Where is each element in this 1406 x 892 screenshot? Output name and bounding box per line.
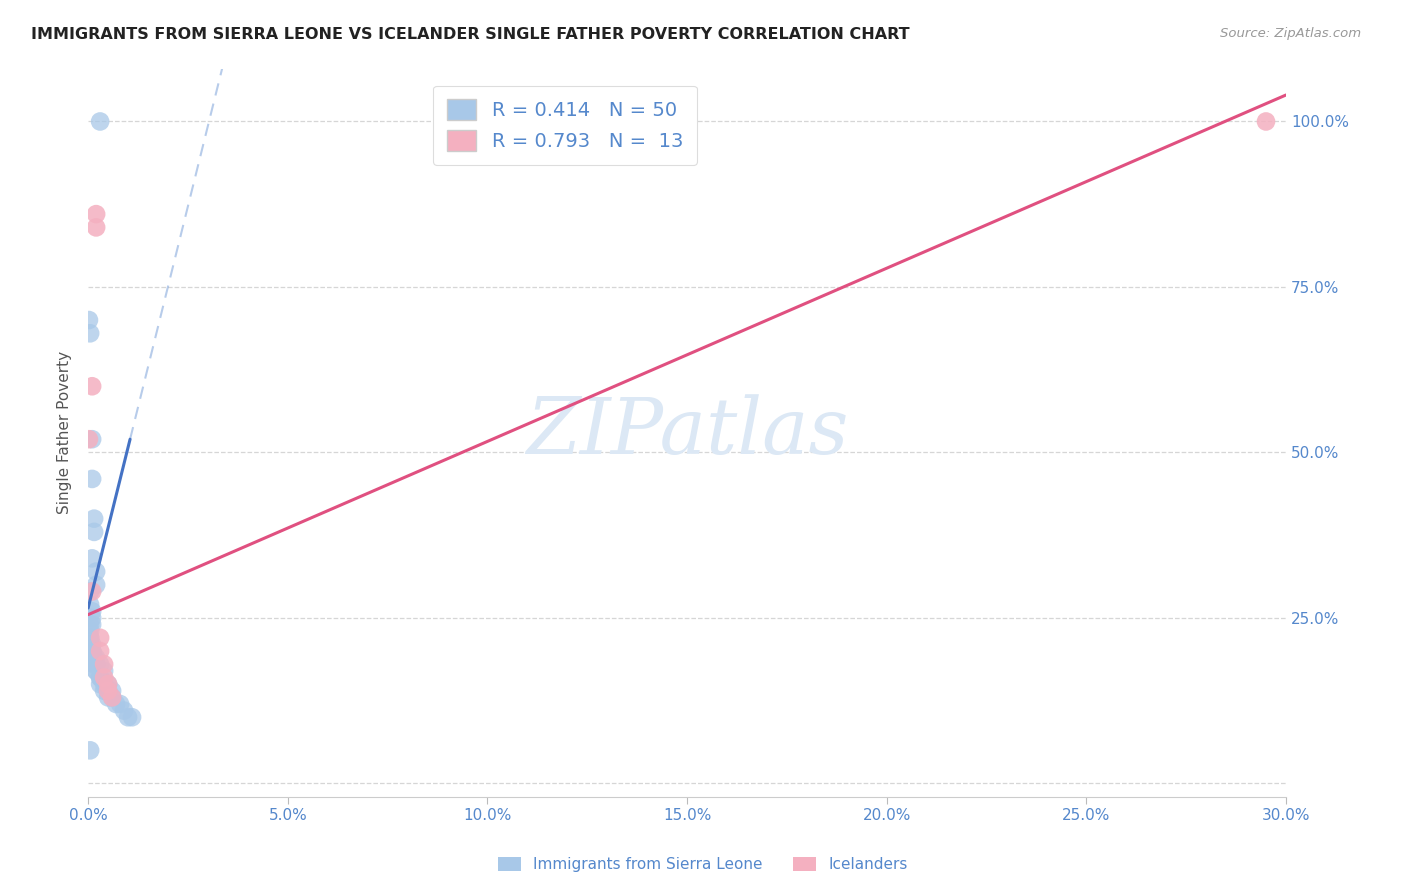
- Point: [77, 432, 100, 446]
- Point: [79, 631, 101, 645]
- Text: IMMIGRANTS FROM SIERRA LEONE VS ICELANDER SINGLE FATHER POVERTY CORRELATION CHAR: IMMIGRANTS FROM SIERRA LEONE VS ICELANDE…: [31, 27, 910, 42]
- Point: [97, 677, 120, 691]
- Point: [82, 604, 104, 618]
- Point: [79, 598, 101, 612]
- Point: [93, 671, 115, 685]
- Point: [97, 677, 120, 691]
- Point: [82, 617, 104, 632]
- Point: [82, 637, 104, 651]
- Point: [89, 644, 111, 658]
- Point: [84, 207, 107, 221]
- Point: [83, 650, 105, 665]
- Point: [82, 379, 104, 393]
- Point: [93, 683, 115, 698]
- Point: [101, 683, 124, 698]
- Point: [101, 690, 124, 705]
- Legend: R = 0.414   N = 50, R = 0.793   N =  13: R = 0.414 N = 50, R = 0.793 N = 13: [433, 86, 696, 165]
- Point: [89, 671, 111, 685]
- Point: [84, 664, 107, 678]
- Point: [82, 644, 104, 658]
- Point: [84, 650, 107, 665]
- Point: [1254, 114, 1277, 128]
- Point: [82, 584, 104, 599]
- Text: ZIPatlas: ZIPatlas: [526, 394, 848, 471]
- Point: [89, 671, 111, 685]
- Point: [83, 524, 105, 539]
- Point: [82, 644, 104, 658]
- Point: [89, 677, 111, 691]
- Point: [117, 710, 139, 724]
- Point: [84, 657, 107, 672]
- Legend: Immigrants from Sierra Leone, Icelanders: Immigrants from Sierra Leone, Icelanders: [491, 849, 915, 880]
- Point: [77, 313, 100, 327]
- Point: [112, 704, 135, 718]
- Point: [101, 690, 124, 705]
- Point: [82, 611, 104, 625]
- Point: [93, 657, 115, 672]
- Point: [84, 664, 107, 678]
- Text: Source: ZipAtlas.com: Source: ZipAtlas.com: [1220, 27, 1361, 40]
- Point: [79, 326, 101, 341]
- Point: [79, 617, 101, 632]
- Point: [82, 472, 104, 486]
- Point: [97, 683, 120, 698]
- Point: [84, 220, 107, 235]
- Point: [79, 637, 101, 651]
- Y-axis label: Single Father Poverty: Single Father Poverty: [58, 351, 72, 514]
- Point: [97, 683, 120, 698]
- Point: [121, 710, 143, 724]
- Point: [79, 584, 101, 599]
- Point: [89, 114, 111, 128]
- Point: [79, 631, 101, 645]
- Point: [105, 697, 128, 711]
- Point: [84, 565, 107, 579]
- Point: [82, 551, 104, 566]
- Point: [82, 644, 104, 658]
- Point: [83, 650, 105, 665]
- Point: [89, 631, 111, 645]
- Point: [82, 644, 104, 658]
- Point: [82, 432, 104, 446]
- Point: [108, 697, 131, 711]
- Point: [93, 664, 115, 678]
- Point: [93, 677, 115, 691]
- Point: [97, 690, 120, 705]
- Point: [89, 657, 111, 672]
- Point: [83, 657, 105, 672]
- Point: [83, 511, 105, 525]
- Point: [79, 743, 101, 757]
- Point: [79, 624, 101, 639]
- Point: [84, 578, 107, 592]
